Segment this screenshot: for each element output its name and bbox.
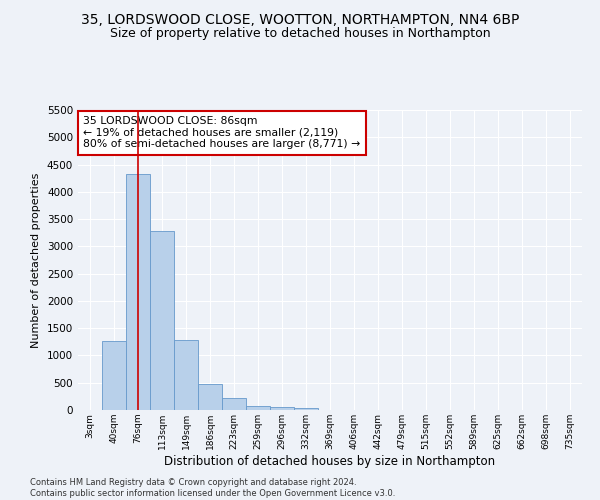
X-axis label: Distribution of detached houses by size in Northampton: Distribution of detached houses by size …	[164, 454, 496, 468]
Bar	[246, 406, 270, 410]
Bar	[174, 340, 198, 410]
Bar	[270, 407, 294, 410]
Text: 35, LORDSWOOD CLOSE, WOOTTON, NORTHAMPTON, NN4 6BP: 35, LORDSWOOD CLOSE, WOOTTON, NORTHAMPTO…	[81, 12, 519, 26]
Bar	[294, 408, 318, 410]
Text: 35 LORDSWOOD CLOSE: 86sqm
← 19% of detached houses are smaller (2,119)
80% of se: 35 LORDSWOOD CLOSE: 86sqm ← 19% of detac…	[83, 116, 360, 149]
Bar	[222, 398, 246, 410]
Bar	[126, 174, 150, 410]
Bar	[102, 340, 126, 410]
Bar	[198, 384, 222, 410]
Text: Contains HM Land Registry data © Crown copyright and database right 2024.
Contai: Contains HM Land Registry data © Crown c…	[30, 478, 395, 498]
Bar	[150, 230, 174, 410]
Y-axis label: Number of detached properties: Number of detached properties	[31, 172, 41, 348]
Text: Size of property relative to detached houses in Northampton: Size of property relative to detached ho…	[110, 28, 490, 40]
